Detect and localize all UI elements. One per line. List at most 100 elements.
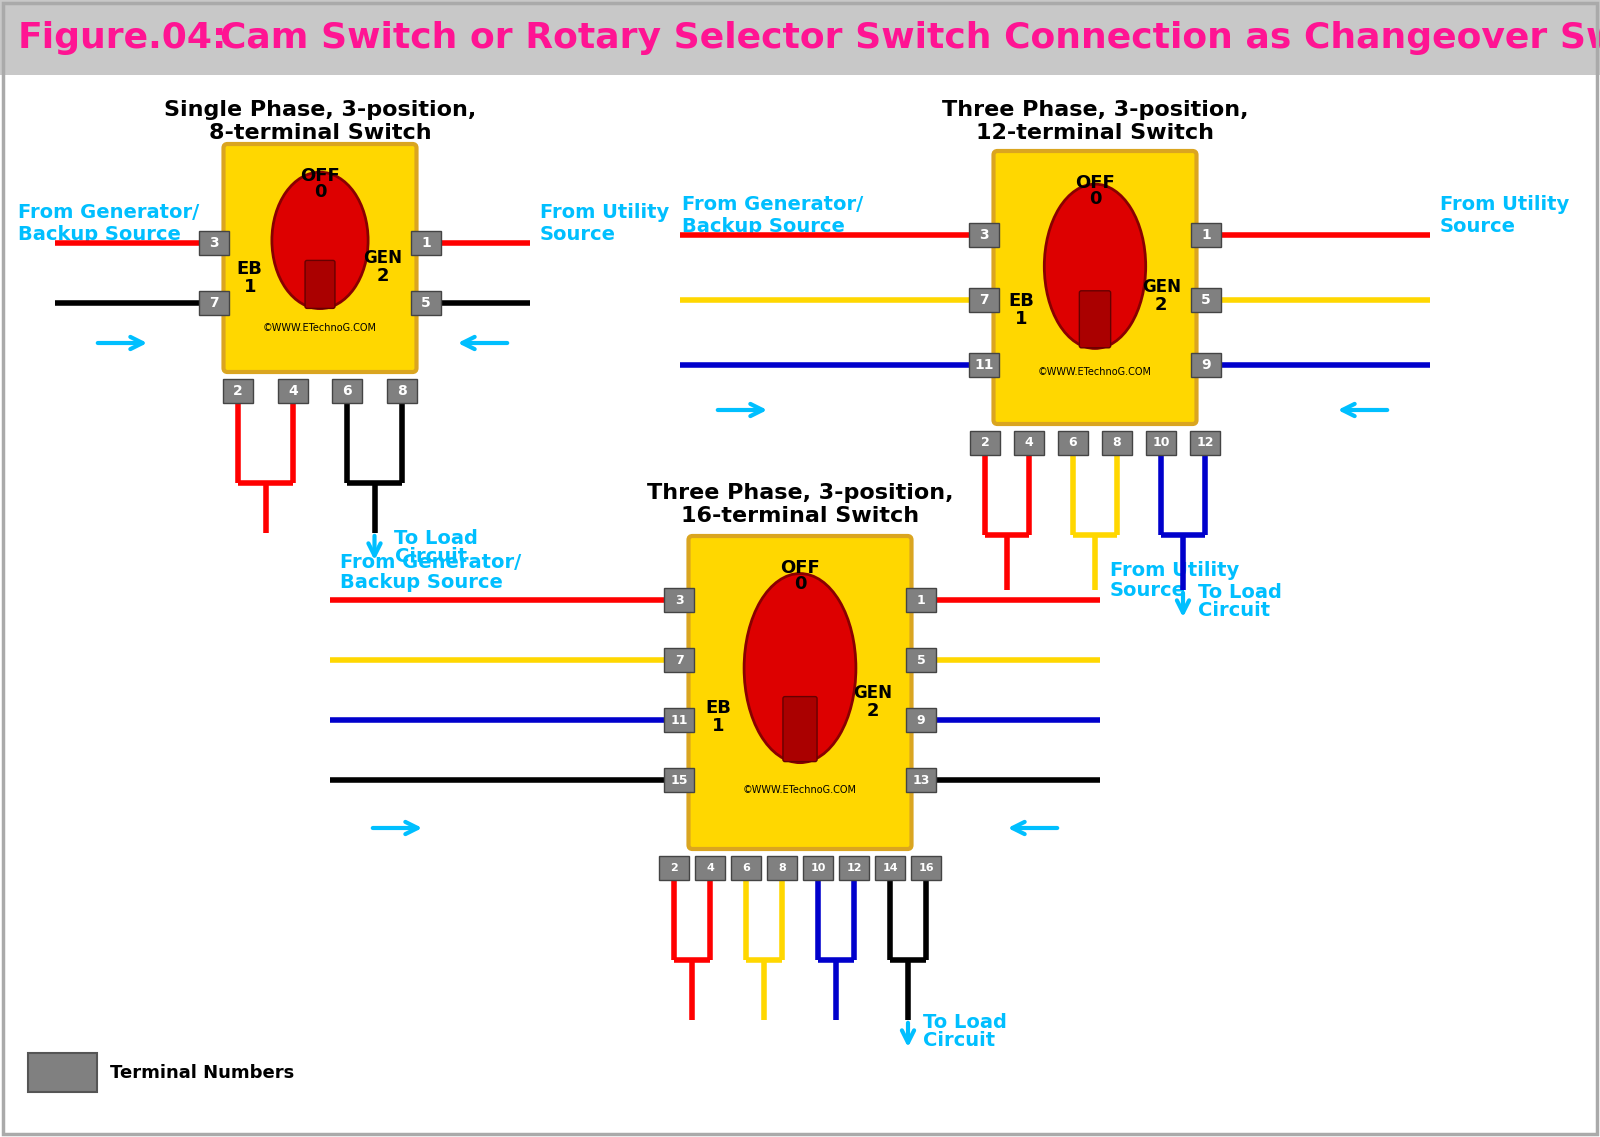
Text: Three Phase, 3-position,: Three Phase, 3-position, (942, 100, 1248, 121)
Text: OFF: OFF (1075, 174, 1115, 192)
Text: 15: 15 (670, 773, 688, 787)
Text: EB: EB (706, 699, 731, 716)
FancyBboxPatch shape (782, 697, 818, 762)
FancyBboxPatch shape (1014, 431, 1043, 455)
Text: 12: 12 (1197, 437, 1214, 449)
Text: 16-terminal Switch: 16-terminal Switch (682, 506, 918, 526)
Text: 12-terminal Switch: 12-terminal Switch (976, 123, 1214, 143)
Text: From Utility: From Utility (541, 204, 669, 223)
Text: 2: 2 (234, 384, 243, 398)
FancyBboxPatch shape (1080, 291, 1110, 348)
Text: 10: 10 (810, 863, 826, 873)
Text: 1: 1 (243, 279, 256, 296)
FancyBboxPatch shape (0, 0, 1600, 75)
FancyBboxPatch shape (1058, 431, 1088, 455)
Text: Backup Source: Backup Source (18, 225, 181, 244)
Text: 10: 10 (1152, 437, 1170, 449)
Text: Single Phase, 3-position,: Single Phase, 3-position, (163, 100, 477, 121)
FancyBboxPatch shape (29, 1053, 98, 1092)
Text: Cam Switch or Rotary Selector Switch Connection as Changeover Switch: Cam Switch or Rotary Selector Switch Con… (221, 20, 1600, 55)
FancyBboxPatch shape (970, 352, 998, 377)
FancyBboxPatch shape (1102, 431, 1133, 455)
Text: Figure.04:: Figure.04: (18, 20, 227, 55)
FancyBboxPatch shape (1190, 288, 1221, 312)
FancyBboxPatch shape (198, 291, 229, 315)
Text: 5: 5 (1202, 293, 1211, 307)
Ellipse shape (272, 172, 368, 308)
Text: ©WWW.ETechnoG.COM: ©WWW.ETechnoG.COM (1038, 367, 1152, 377)
Text: 0: 0 (314, 183, 326, 201)
Text: Circuit: Circuit (1198, 601, 1270, 621)
FancyBboxPatch shape (278, 379, 307, 402)
Text: ©WWW.ETechnoG.COM: ©WWW.ETechnoG.COM (742, 786, 858, 795)
FancyBboxPatch shape (906, 708, 936, 732)
Text: OFF: OFF (781, 559, 819, 576)
Text: Backup Source: Backup Source (682, 217, 845, 236)
FancyBboxPatch shape (994, 151, 1197, 424)
Text: 2: 2 (1155, 297, 1168, 315)
Text: 6: 6 (1069, 437, 1077, 449)
Text: 7: 7 (210, 296, 219, 310)
Text: Backup Source: Backup Source (339, 573, 502, 591)
Text: 8-terminal Switch: 8-terminal Switch (208, 123, 432, 143)
Text: Circuit: Circuit (923, 1030, 995, 1049)
Text: From Generator/: From Generator/ (339, 553, 522, 572)
FancyBboxPatch shape (198, 231, 229, 255)
Text: 6: 6 (742, 863, 750, 873)
Text: To Load: To Load (923, 1013, 1006, 1032)
FancyBboxPatch shape (222, 379, 253, 402)
Text: Terminal Numbers: Terminal Numbers (110, 1064, 294, 1082)
Text: 3: 3 (210, 236, 219, 250)
Text: GEN: GEN (1142, 279, 1181, 297)
Text: 4: 4 (288, 384, 298, 398)
Text: From Utility: From Utility (1440, 196, 1570, 215)
FancyBboxPatch shape (306, 260, 334, 308)
Text: To Load: To Load (1198, 583, 1282, 603)
Text: GEN: GEN (854, 683, 893, 702)
Text: 1: 1 (917, 594, 925, 606)
Text: Circuit: Circuit (395, 547, 467, 565)
FancyBboxPatch shape (333, 379, 362, 402)
Text: From Generator/: From Generator/ (18, 204, 200, 223)
Text: GEN: GEN (363, 249, 403, 267)
Text: 8: 8 (778, 863, 786, 873)
Text: 0: 0 (794, 575, 806, 594)
FancyBboxPatch shape (664, 708, 694, 732)
Text: 2: 2 (376, 267, 389, 285)
Text: 2: 2 (670, 863, 678, 873)
Text: 11: 11 (670, 714, 688, 727)
Text: 8: 8 (397, 384, 406, 398)
Text: 2: 2 (867, 702, 880, 720)
FancyBboxPatch shape (664, 767, 694, 792)
Text: 14: 14 (882, 863, 898, 873)
Ellipse shape (744, 573, 856, 763)
Text: Source: Source (1110, 581, 1186, 599)
Text: 5: 5 (917, 654, 925, 666)
FancyBboxPatch shape (803, 856, 834, 880)
Text: 1: 1 (1014, 309, 1027, 327)
FancyBboxPatch shape (1190, 223, 1221, 247)
Text: 16: 16 (918, 863, 934, 873)
FancyBboxPatch shape (1146, 431, 1176, 455)
FancyBboxPatch shape (411, 291, 442, 315)
FancyBboxPatch shape (688, 536, 912, 849)
Text: Source: Source (541, 225, 616, 244)
FancyBboxPatch shape (411, 231, 442, 255)
Text: 2: 2 (981, 437, 989, 449)
FancyBboxPatch shape (766, 856, 797, 880)
FancyBboxPatch shape (970, 223, 998, 247)
FancyBboxPatch shape (906, 648, 936, 672)
Text: 0: 0 (1088, 190, 1101, 208)
Text: 12: 12 (846, 863, 862, 873)
Text: 8: 8 (1112, 437, 1122, 449)
FancyBboxPatch shape (659, 856, 690, 880)
Text: EB: EB (237, 260, 262, 279)
FancyBboxPatch shape (694, 856, 725, 880)
Text: 11: 11 (974, 358, 994, 372)
FancyBboxPatch shape (838, 856, 869, 880)
Text: 1: 1 (712, 716, 725, 735)
Text: 5: 5 (421, 296, 430, 310)
Text: 3: 3 (675, 594, 683, 606)
Text: 9: 9 (1202, 358, 1211, 372)
Text: 7: 7 (979, 293, 989, 307)
